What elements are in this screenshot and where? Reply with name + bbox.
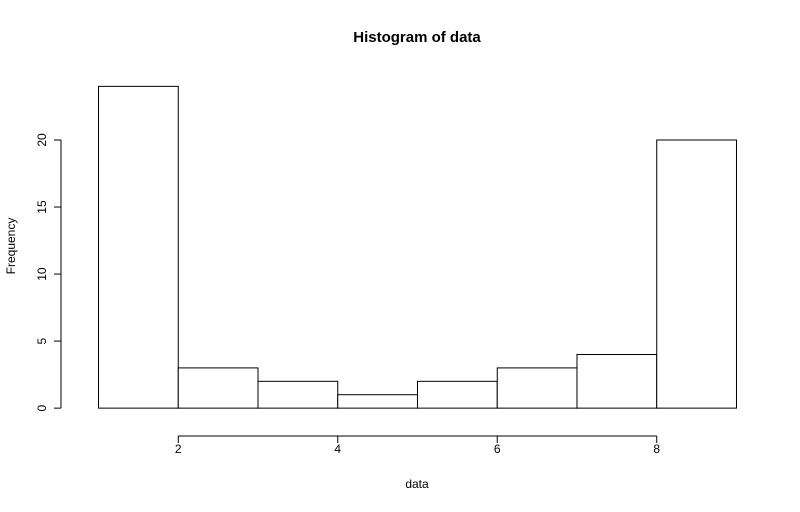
x-tick-label: 6 xyxy=(494,442,501,456)
x-tick-label: 8 xyxy=(653,442,660,456)
bar xyxy=(417,380,498,409)
bar xyxy=(257,380,339,409)
bar xyxy=(98,85,179,409)
bar xyxy=(576,354,658,409)
bar xyxy=(496,367,578,409)
y-axis-label: Frequency xyxy=(4,218,18,275)
y-tick-label: 15 xyxy=(35,200,49,214)
x-axis-label: data xyxy=(405,477,429,491)
bar xyxy=(656,139,737,409)
y-tick-label: 0 xyxy=(35,404,49,411)
chart-title: Histogram of data xyxy=(353,29,481,46)
y-tick-label: 5 xyxy=(35,337,49,344)
bar xyxy=(337,394,419,409)
y-tick-label: 10 xyxy=(35,267,49,281)
x-tick-label: 4 xyxy=(334,442,341,456)
x-tick-label: 2 xyxy=(175,442,182,456)
bar xyxy=(177,367,259,409)
y-tick-label: 20 xyxy=(35,133,49,147)
